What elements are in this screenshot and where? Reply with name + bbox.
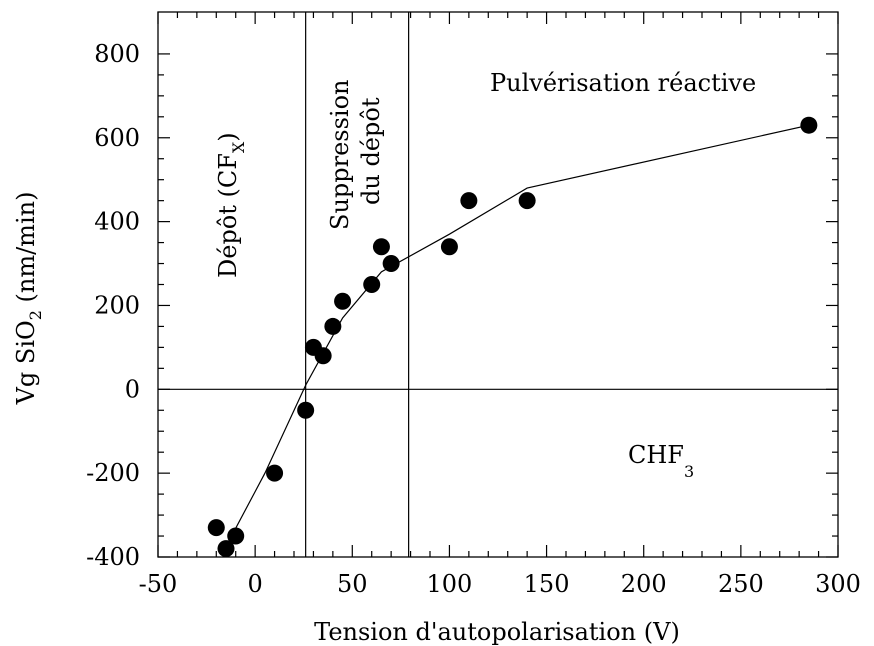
annotation-chf3-text: CHF xyxy=(628,441,684,469)
data-point xyxy=(518,192,536,210)
data-point xyxy=(460,192,478,210)
data-point xyxy=(217,540,235,558)
tick-labels: -50 0 50 100 150 200 250 300 -400 -200 0 200 400 600 8… xyxy=(86,40,861,598)
y-tick-label: 200 xyxy=(94,291,140,319)
y-tick-label: -200 xyxy=(86,459,140,487)
data-point xyxy=(363,276,381,293)
annotation-pulverisation: Pulvérisation réactive xyxy=(490,69,756,97)
x-tick-label: -50 xyxy=(139,570,178,598)
y-axis-title-suffix: (nm/min) xyxy=(12,192,40,311)
data-point xyxy=(382,255,400,273)
y-axis-title-prefix: Vg SiO xyxy=(12,320,40,405)
reference-lines xyxy=(158,12,838,557)
fit-line xyxy=(225,124,810,547)
data-point xyxy=(372,238,390,256)
y-tick-label: 400 xyxy=(94,208,140,236)
data-point xyxy=(207,519,225,537)
axis-ticks xyxy=(157,12,839,558)
x-tick-label: 50 xyxy=(337,570,368,598)
data-point xyxy=(334,292,352,310)
annotation-suppression-line1: Suppression xyxy=(326,79,354,230)
annotation-chf3: CHF3 xyxy=(628,441,694,481)
x-tick-label: 250 xyxy=(718,570,764,598)
y-axis-title-sub: 2 xyxy=(26,310,45,320)
annotation-depot-sub: X xyxy=(229,141,248,153)
x-tick-label: 0 xyxy=(248,570,263,598)
data-point xyxy=(227,527,245,545)
data-point xyxy=(266,464,284,482)
x-tick-label: 300 xyxy=(815,570,861,598)
annotation-suppression-line2: du dépôt xyxy=(357,97,385,205)
x-tick-label: 100 xyxy=(427,570,473,598)
data-point xyxy=(800,116,818,134)
data-point xyxy=(297,401,315,419)
y-tick-label: 600 xyxy=(94,124,140,152)
x-tick-label: 150 xyxy=(524,570,570,598)
x-tick-label: 200 xyxy=(621,570,667,598)
data-points xyxy=(207,116,818,558)
annotation-depot-text: Dépôt (CF xyxy=(214,153,242,278)
data-point xyxy=(440,238,458,256)
data-point xyxy=(324,317,342,335)
y-tick-label: 800 xyxy=(94,40,140,68)
y-axis-title: Vg SiO2 (nm/min) xyxy=(12,192,45,406)
y-tick-label: -400 xyxy=(86,543,140,571)
y-tick-label: 0 xyxy=(125,375,140,403)
data-point xyxy=(314,347,332,365)
annotation-depot: Dépôt (CFX) xyxy=(214,132,248,278)
annotation-depot-tail: ) xyxy=(214,132,242,141)
annotation-chf3-sub: 3 xyxy=(684,462,694,481)
x-axis-title: Tension d'autopolarisation (V) xyxy=(314,618,680,646)
